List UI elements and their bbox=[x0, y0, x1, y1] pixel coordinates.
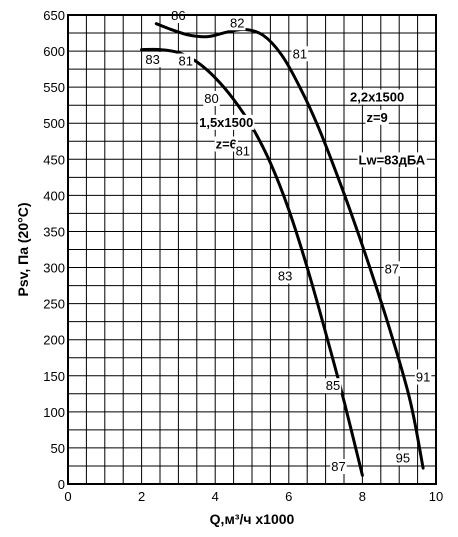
x-tick-label: 4 bbox=[212, 489, 219, 504]
y-tick-label: 50 bbox=[51, 441, 65, 456]
curve-label: 1,5x1500 bbox=[199, 115, 253, 130]
y-tick-label: 350 bbox=[43, 224, 65, 239]
y-tick-label: 400 bbox=[43, 188, 65, 203]
y-axis-label: Psv, Па (20°C) bbox=[15, 203, 31, 297]
sound-level-label: 81 bbox=[236, 144, 250, 159]
curve-label: z=9 bbox=[366, 110, 387, 125]
sound-level-label-bg bbox=[414, 369, 432, 385]
x-tick-label: 8 bbox=[359, 489, 366, 504]
curve-label-bg bbox=[349, 89, 406, 105]
y-tick-label: 0 bbox=[58, 477, 65, 492]
sound-level-label-bg bbox=[383, 261, 401, 277]
curve-label-bg bbox=[198, 114, 255, 130]
sound-level-label-bg bbox=[394, 450, 412, 466]
curve-label: 2,2x1500 bbox=[350, 90, 404, 105]
tick-labels: 0 2 4 6 8 10050100150200250300350400450500550… bbox=[43, 8, 443, 504]
curve-label-bg bbox=[214, 136, 238, 152]
sound-level-label-bg bbox=[229, 15, 246, 31]
curve-label-bg bbox=[357, 152, 427, 168]
curve-label-bg bbox=[365, 109, 389, 125]
x-tick-label: 2 bbox=[138, 489, 145, 504]
x-axis-label: Q,м³/ч x1000 bbox=[210, 511, 295, 527]
series-line-2 bbox=[154, 22, 425, 470]
y-tick-label: 500 bbox=[43, 116, 65, 131]
sound-level-label: 85 bbox=[326, 378, 340, 393]
sound-level-label: 87 bbox=[331, 459, 345, 474]
sound-level-label: 81 bbox=[179, 54, 193, 69]
y-tick-label: 450 bbox=[43, 152, 65, 167]
y-tick-label: 150 bbox=[43, 369, 65, 384]
grid bbox=[67, 14, 437, 485]
sound-level-label: 95 bbox=[396, 450, 410, 465]
sound-level-label: 81 bbox=[293, 46, 307, 61]
x-tick-label: 0 bbox=[64, 489, 71, 504]
y-tick-label: 300 bbox=[43, 261, 65, 276]
sound-level-label: 83 bbox=[145, 52, 159, 67]
y-tick-label: 600 bbox=[43, 44, 65, 59]
y-tick-label: 650 bbox=[43, 8, 65, 23]
sound-level-label-bg bbox=[177, 53, 194, 69]
sound-level-label-bg bbox=[276, 268, 294, 284]
sound-level-label: 91 bbox=[416, 370, 430, 385]
x-tick-label: 6 bbox=[285, 489, 292, 504]
y-tick-label: 550 bbox=[43, 80, 65, 95]
y-tick-label: 250 bbox=[43, 297, 65, 312]
sound-level-label-bg bbox=[144, 52, 161, 68]
curve-label: Lw=83дБА bbox=[359, 152, 426, 167]
sound-level-label-bg bbox=[291, 46, 309, 62]
sound-level-label-bg bbox=[324, 378, 342, 394]
sound-level-label: 80 bbox=[204, 91, 218, 106]
y-tick-label: 100 bbox=[43, 405, 65, 420]
sound-level-label-bg bbox=[203, 91, 220, 107]
x-tick-label: 10 bbox=[429, 489, 443, 504]
sound-level-label: 82 bbox=[230, 15, 244, 30]
sound-level-label: 83 bbox=[278, 269, 292, 284]
sound-level-label: 87 bbox=[385, 261, 399, 276]
sound-level-label-bg bbox=[330, 459, 347, 475]
plot-frame bbox=[67, 14, 437, 485]
y-tick-label: 200 bbox=[43, 333, 65, 348]
sound-level-label-bg bbox=[234, 143, 252, 159]
curve-label: z=6 bbox=[216, 136, 237, 151]
